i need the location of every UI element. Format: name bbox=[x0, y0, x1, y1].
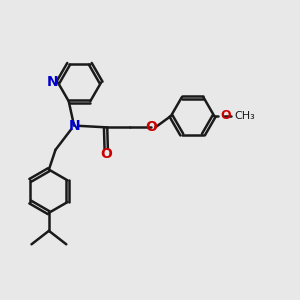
Text: N: N bbox=[47, 76, 58, 89]
Text: O: O bbox=[220, 110, 231, 122]
Text: CH₃: CH₃ bbox=[234, 111, 255, 121]
Text: O: O bbox=[100, 147, 112, 161]
Text: N: N bbox=[68, 119, 80, 133]
Text: O: O bbox=[145, 120, 157, 134]
